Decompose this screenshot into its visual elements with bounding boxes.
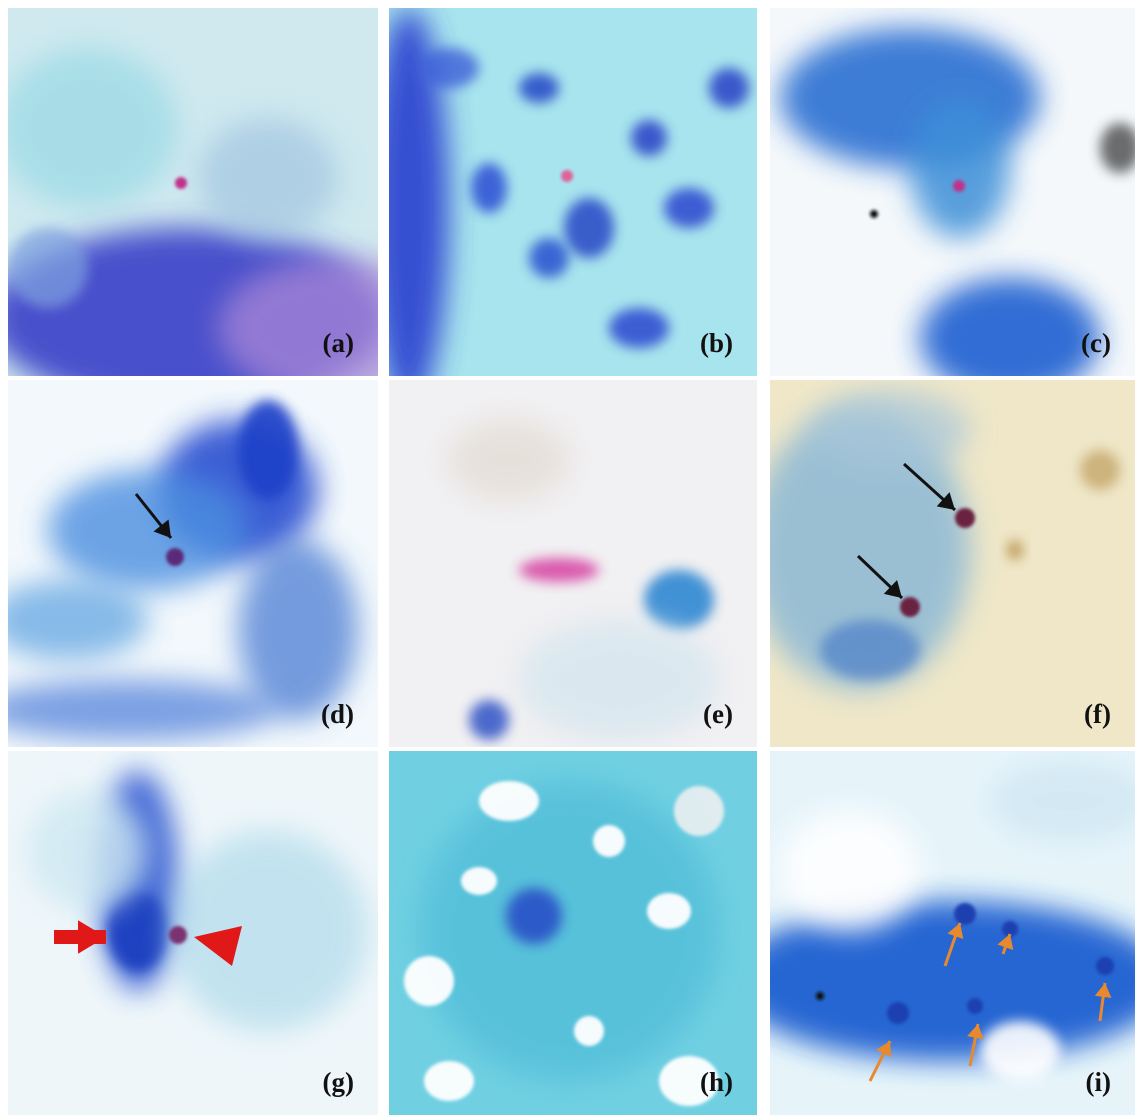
stain-region	[471, 163, 507, 213]
stain-region	[461, 867, 497, 895]
micrograph-panel: (b)	[369, 8, 757, 408]
stain-region	[1007, 540, 1023, 560]
panel-label: (h)	[700, 1067, 733, 1097]
micrograph-panel: (e)	[389, 380, 757, 747]
stain-region	[529, 238, 569, 278]
stain-region	[647, 893, 691, 929]
stain-region	[479, 781, 539, 821]
stain-region	[519, 620, 719, 740]
micrograph-panel: (c)	[770, 8, 1135, 398]
figure: (a) (b) (c) (d) (e) (f) (g) (h) (i)	[0, 0, 1135, 1115]
cell	[561, 170, 573, 182]
stain-region	[593, 825, 625, 857]
panel-label: (i)	[1086, 1067, 1111, 1097]
stain-region	[810, 390, 970, 470]
stain-region	[910, 98, 1010, 238]
stain-region	[644, 570, 714, 630]
stain-region	[980, 1021, 1060, 1081]
stain-region	[168, 831, 368, 1031]
micrograph-image	[369, 8, 757, 408]
stain-region	[820, 620, 920, 680]
micrograph-panel: (i)	[730, 751, 1135, 1115]
panel-label: (b)	[700, 328, 733, 358]
stain-region	[198, 118, 338, 238]
cell	[967, 998, 983, 1014]
micrograph-panel: (f)	[750, 380, 1135, 747]
cell	[1096, 957, 1114, 975]
cell	[870, 210, 878, 218]
panel-label: (a)	[323, 328, 354, 358]
panel-label: (g)	[323, 1067, 354, 1097]
stain-region	[631, 120, 667, 156]
stain-region	[664, 188, 714, 228]
cell	[169, 926, 187, 944]
stain-region	[709, 68, 749, 108]
stain-region	[449, 420, 569, 500]
stain-region	[609, 308, 669, 348]
stain-region	[519, 73, 559, 103]
panel-label: (d)	[321, 699, 354, 729]
panel-label: (f)	[1084, 699, 1111, 729]
stain-region	[404, 956, 454, 1006]
cell	[954, 903, 976, 925]
cell	[887, 1002, 909, 1024]
stain-region	[48, 470, 248, 590]
stain-region	[780, 811, 920, 931]
micrograph-panel: (h)	[389, 751, 757, 1115]
page: (a)(b)(c)(d)(e)(f)(g)(h)(i) (() => { con…	[0, 0, 1135, 1115]
micrograph-image	[8, 751, 378, 1115]
stain-region	[674, 786, 724, 836]
stain-region	[419, 48, 479, 88]
micrograph-image	[750, 380, 1135, 747]
panel-label: (c)	[1081, 328, 1111, 358]
stain-region	[419, 781, 719, 1081]
cell	[955, 508, 975, 528]
cell	[816, 992, 824, 1000]
stain-region	[424, 1061, 474, 1101]
micrograph-image	[389, 751, 757, 1115]
stain-region	[506, 888, 562, 944]
stain-region	[238, 400, 298, 500]
micrograph-image	[0, 380, 378, 747]
micrograph-image	[389, 380, 757, 747]
stain-region	[1080, 450, 1120, 490]
panel-label: (e)	[703, 699, 733, 729]
stain-region	[469, 700, 509, 740]
micrograph-panel: (d)	[0, 380, 378, 747]
stain-region	[8, 228, 88, 308]
stain-region	[0, 48, 178, 208]
stain-region	[519, 558, 599, 582]
cell	[953, 180, 965, 192]
cell	[175, 177, 187, 189]
stain-region	[564, 198, 614, 258]
stain-region	[574, 1016, 604, 1046]
micrograph-image	[730, 751, 1135, 1115]
stain-region	[28, 791, 148, 911]
stain-region	[238, 540, 358, 720]
micrograph-panel: (g)	[8, 751, 378, 1115]
cell	[900, 597, 920, 617]
cell	[166, 548, 184, 566]
